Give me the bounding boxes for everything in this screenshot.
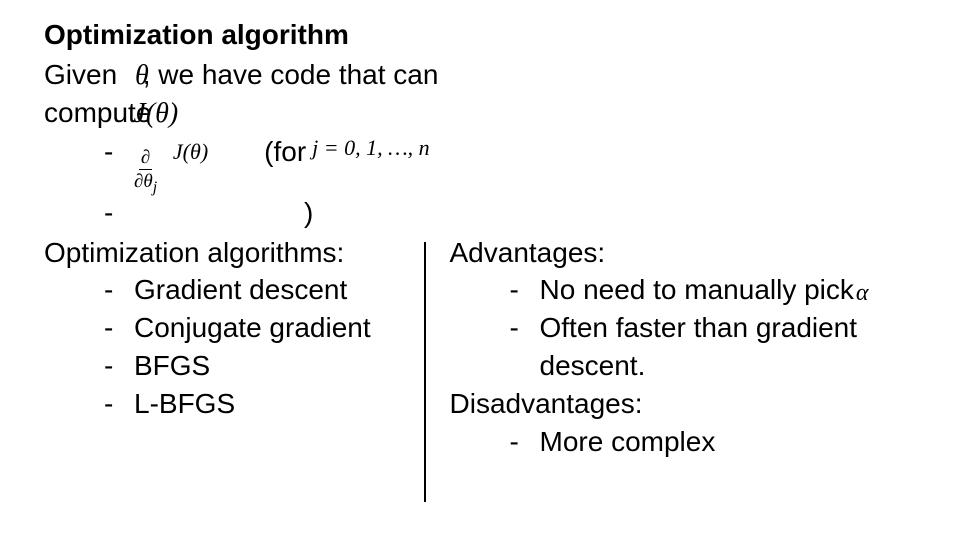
partial-derivative: ∂ ∂θj J(θ) [134,133,208,194]
given-suffix: , we have code that can [143,59,439,90]
list-item: -Gradient descent [104,271,424,309]
algo-label: BFGS [134,347,210,385]
computation-bullets: - ∂ ∂θj J(θ) (for j = 0, 1, …, n - ) [104,133,960,231]
given-prefix: Given [44,59,117,90]
dash-icon: - [104,385,134,423]
dash-icon: - [510,271,540,309]
list-item: - Often faster than gradient descent. [510,309,960,385]
disadvantages-list: - More complex [510,423,960,461]
list-item: - More complex [510,423,960,461]
deriv-denominator: ∂θj [134,170,157,196]
dash-icon: - [104,309,134,347]
left-column: Optimization algorithms: -Gradient desce… [44,234,424,502]
intro-block: Given θ, we have code that can computeJ(… [44,56,960,134]
right-column: Advantages: - No need to manually pickα … [426,234,960,502]
j-of-theta: J(θ) [133,98,178,129]
slide-title: Optimization algorithm [44,18,960,52]
dash-icon: - [104,194,134,232]
intro-line-2: computeJ(θ) [44,94,960,133]
for-label: (for [264,133,306,171]
disadvantage-text: More complex [540,423,716,461]
list-item: - No need to manually pickα [510,271,960,309]
fraction-icon: ∂ ∂θj [134,148,157,196]
advantages-heading: Advantages: [450,234,960,272]
algorithms-list: -Gradient descent -Conjugate gradient -B… [104,271,424,422]
list-item: -Conjugate gradient [104,309,424,347]
algo-label: Conjugate gradient [134,309,371,347]
list-item: -BFGS [104,347,424,385]
dash-icon: - [104,347,134,385]
close-paren: ) [304,194,313,232]
bullet-close-paren: - ) [104,194,960,232]
alpha-symbol: α [856,280,869,306]
j-range: j = 0, 1, …, n [312,133,430,163]
bullet-derivative: - ∂ ∂θj J(θ) (for j = 0, 1, …, n [104,133,960,194]
dash-icon: - [104,271,134,309]
algo-label: L-BFGS [134,385,235,423]
advantages-list: - No need to manually pickα - Often fast… [510,271,960,384]
advantage-text: Often faster than gradient descent. [540,309,960,385]
intro-line-1: Given θ, we have code that can [44,56,960,95]
dash-icon: - [510,309,540,347]
j-theta-after-deriv: J(θ) [173,139,208,164]
two-column-layout: Optimization algorithms: -Gradient desce… [44,234,960,502]
algo-label: Gradient descent [134,271,347,309]
theta-symbol: θ [135,60,149,91]
algorithms-heading: Optimization algorithms: [44,234,424,272]
advantage-text: No need to manually pickα [540,271,869,309]
deriv-numerator: ∂ [139,148,152,170]
dash-icon: - [510,423,540,461]
dash-icon: - [104,133,134,171]
list-item: -L-BFGS [104,385,424,423]
disadvantages-heading: Disadvantages: [450,385,960,423]
